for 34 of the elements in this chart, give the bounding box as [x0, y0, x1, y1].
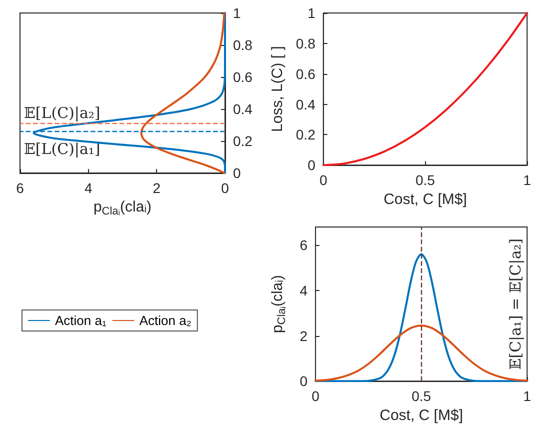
- ref-line-label: 𝔼[L(C)|a₂]: [24, 104, 100, 122]
- x-axis-title: Cost, C [M$]: [380, 407, 463, 424]
- x-tick-label: 4: [84, 180, 92, 196]
- y-tick-label: 0: [300, 373, 308, 390]
- y-axis-title: Loss, L(C) [ ]: [269, 46, 286, 132]
- line-series: [322, 12, 528, 166]
- x-tick-label: 2: [152, 180, 161, 196]
- legend-label: Action a₁: [55, 313, 107, 328]
- y-tick-label: 1: [308, 5, 316, 21]
- y-tick-label: 0.2: [233, 133, 253, 149]
- y-tick-label: 6: [300, 237, 308, 254]
- ref-line-label: 𝔼[L(C)|a₁]: [24, 140, 100, 158]
- y-tick-label: 0.4: [296, 96, 316, 112]
- x-tick-label: 1: [523, 172, 532, 188]
- y-tick-label: 0.8: [233, 37, 253, 53]
- y-tick-label: 0.2: [296, 126, 316, 143]
- legend-label: Action a₂: [139, 313, 192, 328]
- x-tick-label: 6: [16, 180, 24, 196]
- y-tick-label: 4: [300, 282, 308, 298]
- y-tick-label: 0.6: [233, 69, 253, 85]
- x-tick-label: 1: [523, 388, 532, 404]
- y-tick-label: 0.6: [296, 66, 316, 82]
- y-tick-label: 1: [233, 5, 241, 21]
- x-tick-label: 0: [319, 172, 328, 188]
- x-axis-title: Cost, C [M$]: [384, 191, 467, 208]
- x-tick-label: 0.5: [412, 388, 432, 404]
- y-axis-title: pClaᵢ(claᵢ): [269, 274, 288, 334]
- x-tick-label: 0: [221, 180, 230, 196]
- y-tick-label: 0.4: [233, 101, 253, 117]
- y-tick-label: 0: [308, 157, 316, 174]
- y-tick-label: 2: [300, 328, 308, 344]
- x-tick-label: 0.5: [416, 172, 436, 188]
- annotation: 𝔼[C|a₁] = 𝔼[C|a₂]: [506, 238, 525, 370]
- y-tick-label: 0.8: [296, 35, 316, 52]
